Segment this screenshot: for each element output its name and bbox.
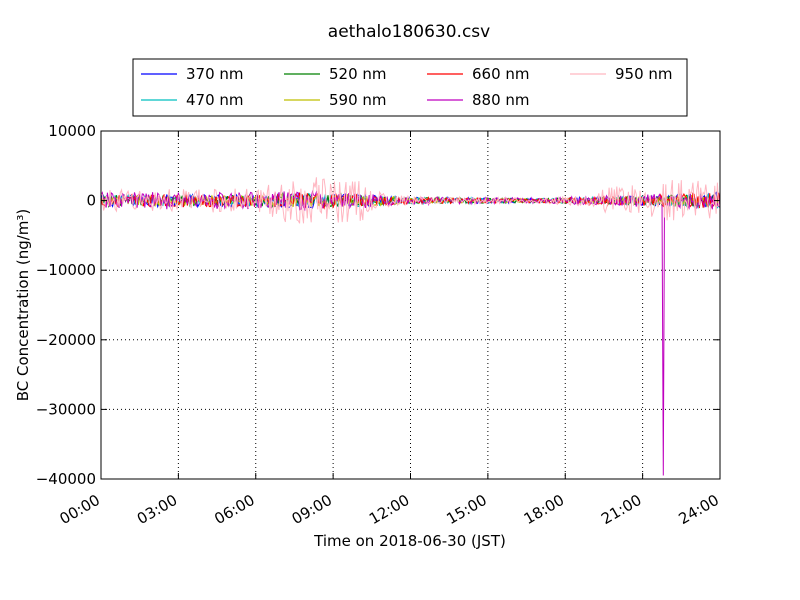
legend-label: 370 nm [186, 65, 244, 83]
x-axis-label: Time on 2018-06-30 (JST) [313, 532, 506, 550]
x-tick-label: 00:00 [57, 491, 103, 528]
x-tick-label: 15:00 [443, 491, 489, 528]
x-tick-label: 12:00 [366, 491, 412, 528]
y-tick-label: 0 [86, 192, 96, 210]
legend-label: 470 nm [186, 91, 244, 109]
y-tick-label: −40000 [36, 470, 96, 488]
legend-label: 950 nm [615, 65, 673, 83]
y-axis-label: BC Concentration (ng/m³) [14, 209, 32, 402]
series-line-950-nm [100, 177, 721, 224]
x-tick-label: 24:00 [676, 491, 722, 528]
series-layer [100, 177, 721, 476]
y-tick-label: −10000 [36, 261, 96, 279]
legend-label: 660 nm [472, 65, 530, 83]
x-tick-label: 09:00 [289, 491, 335, 528]
chart-title: aethalo180630.csv [328, 22, 490, 42]
legend-label: 590 nm [329, 91, 387, 109]
x-tick-label: 03:00 [134, 491, 180, 528]
x-tick-label: 21:00 [598, 491, 644, 528]
x-tick-label: 06:00 [211, 491, 257, 528]
x-tick-label: 18:00 [521, 491, 567, 528]
y-tick-label: 10000 [48, 122, 96, 140]
legend-label: 520 nm [329, 65, 387, 83]
y-tick-label: −30000 [36, 400, 96, 418]
legend-label: 880 nm [472, 91, 530, 109]
legend: 370 nm 470 nm 520 nm 590 nm 660 nm 880 nm 950 … [132, 58, 688, 117]
y-tick-label: −20000 [36, 331, 96, 349]
